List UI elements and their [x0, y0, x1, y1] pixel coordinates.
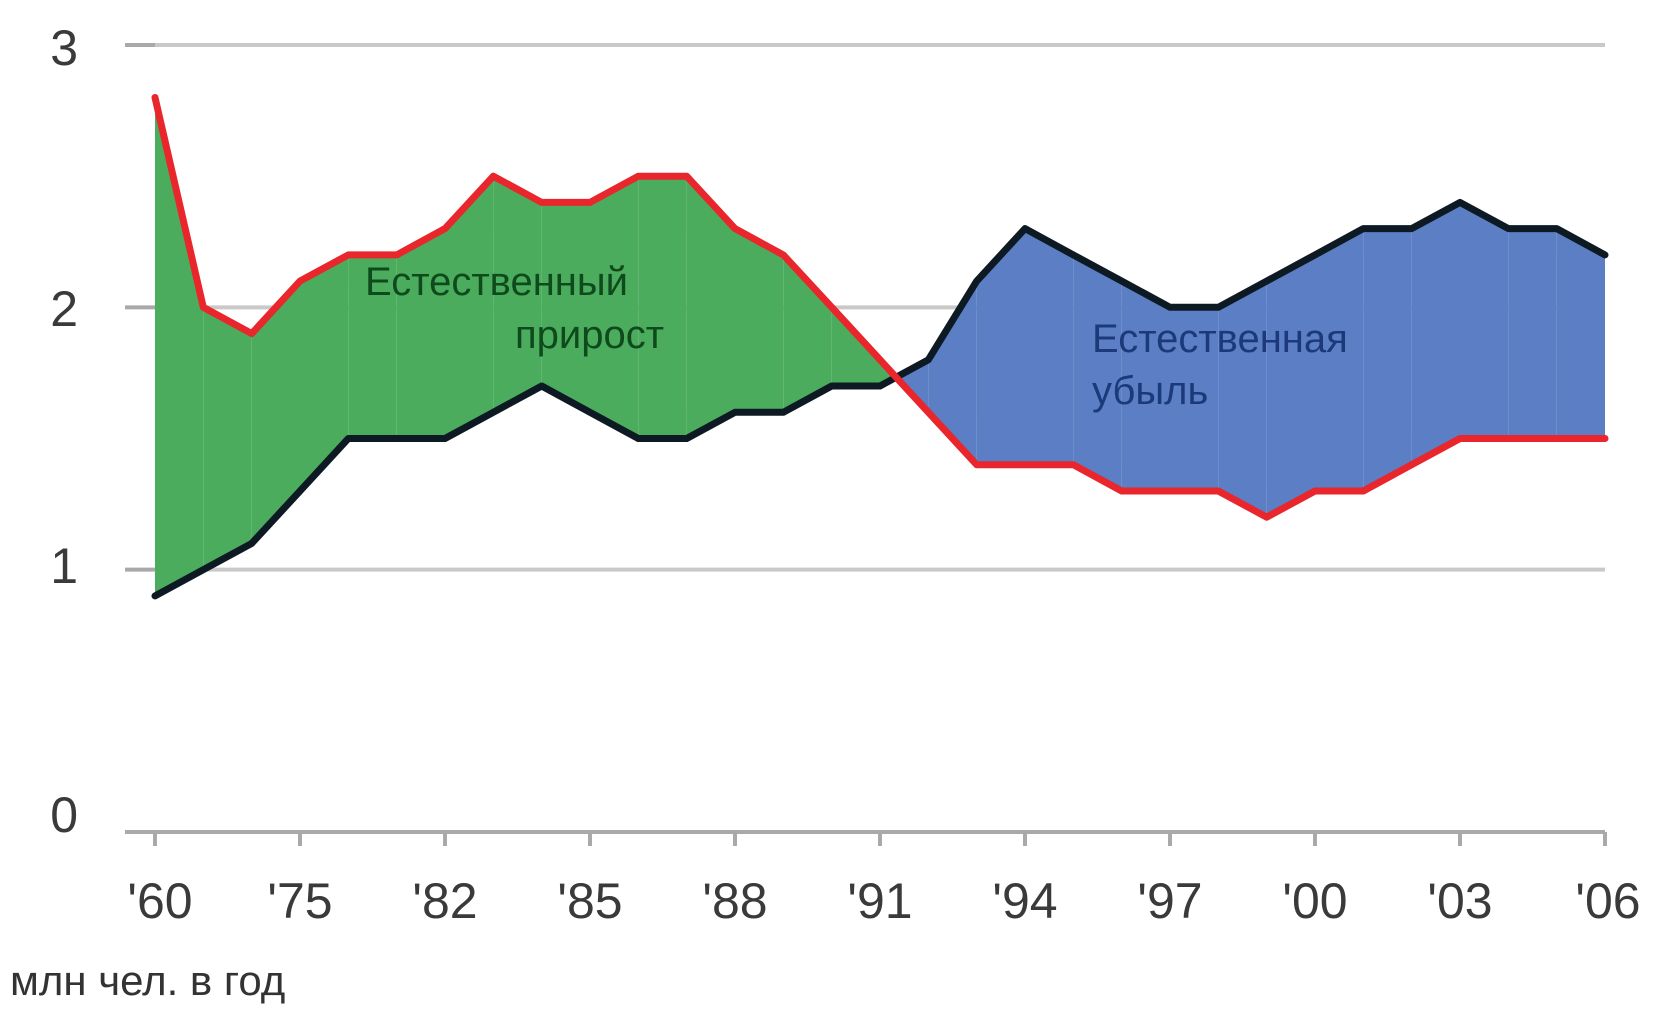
area-segment — [1073, 254, 1122, 491]
y-tick-label: 0 — [50, 787, 78, 843]
unit-label: млн чел. в год — [10, 957, 285, 1004]
area-segment — [590, 176, 639, 439]
area-segment — [976, 228, 1025, 465]
area-segment — [300, 254, 349, 491]
x-tick-label: '00 — [1282, 873, 1347, 929]
natural-increase-label-line1: Естественный — [365, 260, 628, 304]
area-segment — [155, 97, 204, 596]
area-segment — [735, 228, 784, 413]
area-segment — [396, 228, 445, 439]
area-segment — [348, 254, 397, 439]
area-segment — [493, 176, 542, 413]
natural-increase-label-line2: прирост — [515, 313, 664, 357]
area-segment — [1025, 228, 1074, 465]
area-segment — [1315, 228, 1364, 491]
area-segment — [686, 176, 735, 439]
y-tick-label: 2 — [50, 281, 78, 337]
area-segment — [1556, 228, 1605, 439]
area-segment — [203, 307, 252, 570]
x-tick-label: '91 — [847, 873, 912, 929]
x-tick-label: '60 — [127, 873, 192, 929]
area-segment — [831, 307, 880, 386]
area-segment — [928, 281, 977, 465]
y-tick-labels: 0 1 2 3 — [50, 20, 78, 843]
area-segment — [1218, 281, 1267, 518]
x-tick-label: '03 — [1427, 873, 1492, 929]
area-segment — [638, 176, 687, 439]
y-tick-label: 3 — [50, 20, 78, 76]
x-tick-label: '85 — [557, 873, 622, 929]
axes-layer — [125, 43, 1607, 846]
natural-decrease-label-line1: Естественная — [1092, 317, 1348, 361]
y-tick-label: 1 — [50, 538, 78, 594]
x-tick-label: '97 — [1137, 873, 1202, 929]
x-tick-label: '06 — [1575, 873, 1640, 929]
series-lines — [151, 94, 1609, 600]
area-segment — [1508, 228, 1557, 439]
area-segment — [1170, 307, 1219, 491]
area-segment — [251, 281, 300, 544]
natural-decrease-label-line2: убыль — [1092, 369, 1208, 413]
area-segment — [1363, 228, 1412, 491]
x-tick-label: '88 — [702, 873, 767, 929]
area-segment — [1266, 254, 1315, 518]
area-segment — [1460, 202, 1509, 439]
area-segment — [541, 202, 590, 413]
series-line-deaths — [151, 198, 1609, 600]
areas-layer — [155, 97, 1605, 596]
x-tick-labels: '60 '75 '82 '85 '88 '91 '94 '97 '00 '03 … — [127, 873, 1640, 929]
area-segment — [1411, 202, 1460, 465]
area-segment — [445, 176, 494, 439]
area-segment — [1121, 281, 1170, 491]
x-tick-label: '75 — [267, 873, 332, 929]
x-tick-label: '82 — [412, 873, 477, 929]
series-line-births — [151, 94, 1609, 521]
x-tick-label: '94 — [992, 873, 1057, 929]
